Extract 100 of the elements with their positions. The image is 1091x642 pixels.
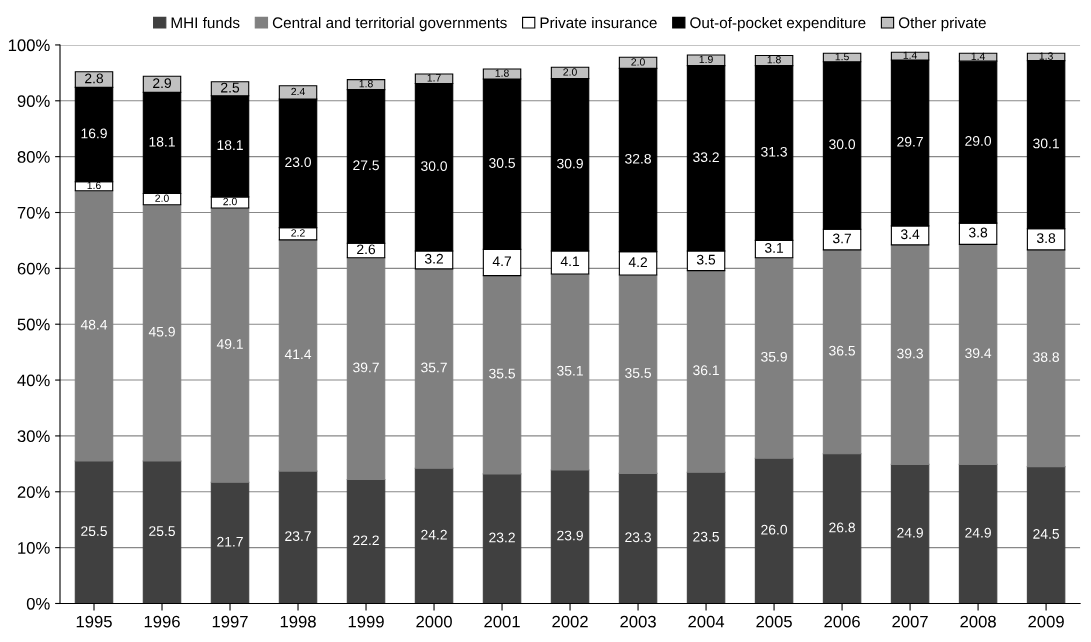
x-tick-label: 2008 bbox=[960, 615, 996, 628]
data-label: 24.9 bbox=[965, 527, 991, 538]
y-tick-label: 70% bbox=[17, 206, 50, 219]
data-label: 2.2 bbox=[291, 229, 305, 237]
x-tick-label: 2003 bbox=[620, 615, 656, 628]
data-label: 4.2 bbox=[628, 257, 648, 267]
data-label: 24.9 bbox=[897, 527, 923, 538]
data-label: 1.5 bbox=[835, 53, 849, 61]
data-label: 23.9 bbox=[557, 530, 583, 541]
data-label: 4.1 bbox=[560, 256, 580, 267]
data-label: 49.1 bbox=[216, 339, 243, 349]
data-label: 29.7 bbox=[897, 136, 923, 147]
data-label: 39.7 bbox=[353, 362, 379, 373]
data-label: 22.2 bbox=[353, 535, 379, 546]
data-label: 1.4 bbox=[971, 52, 986, 60]
bar bbox=[822, 453, 862, 604]
data-label: 38.8 bbox=[1033, 352, 1059, 363]
data-label: 3.4 bbox=[900, 229, 920, 240]
data-label: 1.6 bbox=[87, 181, 101, 190]
y-tick-label: 50% bbox=[17, 318, 50, 331]
data-label: 30.5 bbox=[489, 158, 515, 168]
data-label: 16.9 bbox=[81, 128, 107, 139]
data-label: 35.5 bbox=[489, 368, 515, 379]
data-label: 3.8 bbox=[968, 227, 988, 238]
legend-label: Other private bbox=[898, 16, 986, 32]
data-label: 2.0 bbox=[563, 68, 577, 76]
data-label: 1.8 bbox=[359, 80, 373, 88]
data-label: 23.7 bbox=[285, 531, 311, 542]
y-tick-label: 60% bbox=[17, 262, 50, 275]
data-label: 24.5 bbox=[1033, 528, 1060, 539]
data-label: 27.5 bbox=[353, 160, 379, 171]
data-label: 2.9 bbox=[153, 78, 172, 89]
legend-label: MHI funds bbox=[171, 16, 240, 29]
data-label: 26.0 bbox=[761, 524, 788, 535]
data-label: 33.2 bbox=[693, 152, 719, 163]
data-label: 48.4 bbox=[80, 319, 108, 330]
data-label: 1.9 bbox=[699, 55, 713, 64]
x-tick-label: 2001 bbox=[484, 615, 520, 628]
data-label: 2.0 bbox=[155, 194, 169, 202]
data-label: 2.5 bbox=[221, 82, 240, 93]
data-label: 32.8 bbox=[625, 153, 651, 164]
data-label: 35.9 bbox=[761, 351, 787, 362]
x-tick-label: 2009 bbox=[1028, 615, 1064, 628]
x-tick-label: 2004 bbox=[688, 615, 725, 628]
x-tick-label: 1997 bbox=[212, 615, 248, 628]
bar bbox=[754, 457, 794, 604]
x-tick-label: 2007 bbox=[892, 615, 928, 628]
x-tick-label: 2000 bbox=[416, 615, 452, 628]
y-tick-label: 40% bbox=[17, 374, 50, 387]
data-label: 1.8 bbox=[495, 69, 509, 77]
data-label: 3.5 bbox=[696, 254, 716, 265]
x-tick-label: 2005 bbox=[756, 615, 792, 628]
data-label: 1.7 bbox=[427, 74, 441, 82]
data-label: 21.7 bbox=[217, 536, 243, 547]
y-tick-label: 100% bbox=[8, 39, 50, 52]
data-label: 30.1 bbox=[1033, 138, 1059, 149]
data-label: 30.0 bbox=[421, 161, 448, 171]
data-label: 2.0 bbox=[223, 197, 237, 206]
data-label: 35.7 bbox=[421, 362, 447, 373]
data-label: 39.3 bbox=[897, 348, 923, 359]
data-label: 41.4 bbox=[284, 349, 312, 360]
data-label: 18.1 bbox=[217, 140, 243, 151]
bar bbox=[346, 478, 386, 604]
data-label: 23.0 bbox=[285, 157, 311, 168]
data-label: 24.2 bbox=[421, 529, 447, 540]
data-label: 18.1 bbox=[149, 136, 175, 147]
x-tick-label: 1999 bbox=[348, 615, 384, 628]
bar bbox=[74, 460, 114, 604]
data-label: 35.5 bbox=[625, 368, 651, 378]
bar bbox=[1026, 466, 1066, 604]
data-label: 2.0 bbox=[631, 58, 645, 66]
data-label: 2.6 bbox=[357, 244, 376, 255]
data-label: 35.1 bbox=[557, 365, 583, 376]
data-label: 23.3 bbox=[625, 532, 651, 543]
data-label: 25.5 bbox=[149, 526, 175, 536]
data-label: 1.3 bbox=[1039, 52, 1053, 60]
data-label: 36.5 bbox=[829, 345, 856, 356]
y-tick-label: 80% bbox=[17, 151, 50, 163]
y-tick-label: 30% bbox=[17, 430, 50, 443]
y-tick-label: 0% bbox=[26, 597, 50, 610]
bar bbox=[550, 469, 590, 604]
data-label: 45.9 bbox=[148, 326, 175, 337]
bar bbox=[414, 467, 454, 604]
data-label: 23.2 bbox=[489, 532, 515, 543]
data-label: 25.5 bbox=[81, 526, 107, 536]
data-label: 1.4 bbox=[903, 51, 918, 59]
legend-label: Central and territorial governments bbox=[272, 16, 507, 32]
bar bbox=[278, 470, 318, 604]
data-label: 3.8 bbox=[1036, 233, 1056, 244]
y-tick-label: 20% bbox=[17, 486, 50, 498]
y-tick-label: 90% bbox=[17, 95, 50, 107]
data-label: 23.5 bbox=[693, 531, 719, 542]
y-tick-label: 10% bbox=[18, 542, 50, 554]
data-label: 29.0 bbox=[965, 136, 992, 146]
bar bbox=[958, 463, 998, 604]
data-label: 30.0 bbox=[829, 139, 856, 150]
data-label: 1.8 bbox=[767, 56, 781, 64]
data-label: 3.7 bbox=[832, 233, 852, 244]
x-tick-label: 1995 bbox=[76, 615, 112, 628]
bar bbox=[142, 460, 182, 604]
